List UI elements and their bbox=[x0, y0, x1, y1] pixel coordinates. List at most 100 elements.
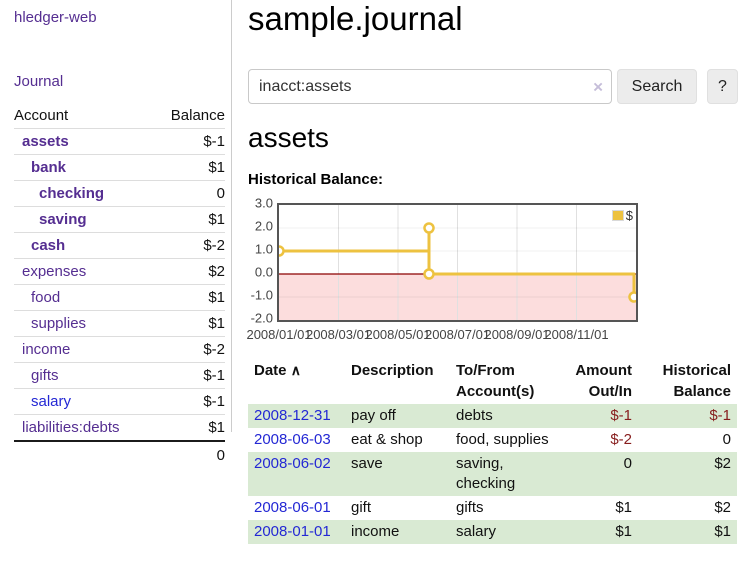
table-row: cash $-2 bbox=[14, 232, 225, 259]
y-tick: 2.0 bbox=[254, 218, 273, 234]
transaction-description: income bbox=[345, 520, 450, 544]
x-tick: 2008/07/01 bbox=[424, 327, 491, 342]
register-header-tofrom: To/From Account(s) bbox=[450, 358, 562, 404]
transaction-balance: $1 bbox=[638, 520, 737, 544]
clear-search-icon[interactable]: × bbox=[593, 77, 603, 96]
transaction-date-link[interactable]: 2008-12-31 bbox=[254, 407, 331, 424]
search-help-button[interactable]: ? bbox=[707, 69, 738, 104]
register-row: 2008-01-01 income salary $1 $1 bbox=[248, 520, 737, 544]
accounts-total-value: 0 bbox=[153, 440, 225, 469]
tofrom-header-line2: Account(s) bbox=[456, 383, 535, 400]
register-table: Date ∧ Description To/From Account(s) Am… bbox=[248, 358, 737, 544]
account-link-cash[interactable]: cash bbox=[31, 237, 66, 254]
account-balance: $-1 bbox=[153, 388, 225, 415]
y-tick: 1.0 bbox=[254, 241, 273, 257]
legend-swatch-icon bbox=[611, 210, 624, 221]
table-row: gifts $-1 bbox=[14, 362, 225, 389]
y-tick: 0.0 bbox=[254, 264, 273, 280]
account-link-salary[interactable]: salary bbox=[31, 393, 72, 410]
transaction-description: gift bbox=[351, 499, 372, 516]
table-row: supplies $1 bbox=[14, 310, 225, 337]
transaction-balance: $-1 bbox=[638, 404, 737, 428]
table-row: salary $-1 bbox=[14, 388, 225, 415]
account-balance: $2 bbox=[153, 258, 225, 285]
table-row: liabilities:debts $1 bbox=[14, 414, 225, 441]
account-link-supplies[interactable]: supplies bbox=[31, 315, 87, 332]
account-link-food[interactable]: food bbox=[31, 289, 61, 306]
sort-ascending-icon: ∧ bbox=[290, 362, 301, 378]
accounts-table: Account Balance assets $-1 bank $1 check… bbox=[14, 103, 225, 469]
account-link-liabilities-debts[interactable]: liabilities:debts bbox=[22, 419, 120, 436]
transaction-date-link[interactable]: 2008-06-01 bbox=[254, 499, 331, 516]
transaction-description: pay off bbox=[345, 404, 450, 428]
transaction-balance: $2 bbox=[714, 499, 731, 516]
search-button[interactable]: Search bbox=[617, 69, 697, 104]
y-tick: -2.0 bbox=[250, 310, 273, 326]
x-tick: 2008/05/01 bbox=[365, 327, 431, 342]
register-header-row: Date ∧ Description To/From Account(s) Am… bbox=[248, 358, 737, 404]
account-link-income[interactable]: income bbox=[22, 341, 71, 358]
account-balance: $-1 bbox=[153, 362, 225, 389]
chart-plot-area: $ bbox=[273, 203, 640, 322]
register-header-description: Description bbox=[351, 362, 434, 379]
table-row: expenses $2 bbox=[14, 258, 225, 285]
sidebar: hledger-web Journal Account Balance asse… bbox=[0, 0, 232, 469]
transaction-accounts: debts bbox=[450, 404, 562, 428]
balance-series-line bbox=[279, 226, 636, 297]
transaction-amount: $-1 bbox=[562, 404, 638, 428]
y-tick: -1.0 bbox=[250, 287, 273, 303]
account-link-expenses[interactable]: expenses bbox=[22, 263, 87, 280]
x-tick: 2008/03/01 bbox=[305, 327, 372, 342]
account-link-bank[interactable]: bank bbox=[31, 159, 67, 176]
account-balance: $1 bbox=[153, 414, 225, 441]
sidebar-item-journal[interactable]: Journal bbox=[14, 73, 64, 90]
table-row: saving $1 bbox=[14, 206, 225, 233]
chart-section-label: Historical Balance: bbox=[248, 171, 384, 188]
balance-header-line2: Balance bbox=[673, 383, 731, 400]
transaction-amount: $1 bbox=[615, 499, 632, 516]
account-balance: $1 bbox=[153, 206, 225, 233]
register-row: 2008-06-02 save saving, checking 0 $2 bbox=[248, 452, 737, 496]
search-input[interactable] bbox=[248, 69, 612, 104]
accounts-total-row: 0 bbox=[14, 440, 225, 469]
x-tick: 2008/01/01 bbox=[246, 327, 312, 342]
register-row: 2008-06-01 gift gifts $1 $2 bbox=[248, 496, 737, 520]
table-row: bank $1 bbox=[14, 154, 225, 181]
accounts-header-balance: Balance bbox=[170, 107, 225, 124]
date-header-label: Date bbox=[254, 362, 287, 379]
account-link-gifts[interactable]: gifts bbox=[31, 367, 59, 384]
register-row: 2008-06-03 eat & shop food, supplies $-2… bbox=[248, 428, 737, 452]
transaction-accounts: food, supplies bbox=[456, 431, 549, 448]
grid-vertical bbox=[338, 205, 577, 320]
register-header-date[interactable]: Date ∧ bbox=[248, 358, 345, 404]
legend-label: $ bbox=[625, 208, 633, 223]
page-title: sample.journal bbox=[248, 0, 463, 37]
account-link-saving[interactable]: saving bbox=[39, 211, 87, 228]
transaction-date-link[interactable]: 2008-06-02 bbox=[254, 455, 331, 472]
account-balance: $-1 bbox=[153, 128, 225, 155]
amount-header-line1: Amount bbox=[575, 362, 632, 379]
transaction-accounts: salary bbox=[450, 520, 562, 544]
register-header-balance: Historical Balance bbox=[638, 358, 737, 404]
transaction-accounts: saving, checking bbox=[450, 452, 562, 496]
account-balance: $1 bbox=[153, 284, 225, 311]
transaction-date-link[interactable]: 2008-06-03 bbox=[254, 431, 331, 448]
transaction-amount: $-2 bbox=[610, 431, 632, 448]
account-balance: $1 bbox=[153, 310, 225, 337]
account-link-checking[interactable]: checking bbox=[39, 185, 105, 202]
table-row: checking 0 bbox=[14, 180, 225, 207]
x-tick: 2008/11/01 bbox=[544, 327, 609, 342]
x-tick: 2008/09/01 bbox=[484, 327, 550, 342]
table-row: food $1 bbox=[14, 284, 225, 311]
transaction-amount: 0 bbox=[562, 452, 638, 496]
account-balance: 0 bbox=[153, 180, 225, 207]
account-balance: $-2 bbox=[153, 336, 225, 363]
transaction-date-link[interactable]: 2008-01-01 bbox=[254, 523, 331, 540]
accounts-header-row: Account Balance bbox=[14, 103, 225, 129]
account-link-assets[interactable]: assets bbox=[22, 133, 69, 150]
account-balance: $-2 bbox=[153, 232, 225, 259]
amount-header-line2: Out/In bbox=[588, 383, 632, 400]
app-brand-link[interactable]: hledger-web bbox=[14, 9, 97, 26]
chart-canvas bbox=[273, 205, 640, 320]
table-row: assets $-1 bbox=[14, 128, 225, 155]
